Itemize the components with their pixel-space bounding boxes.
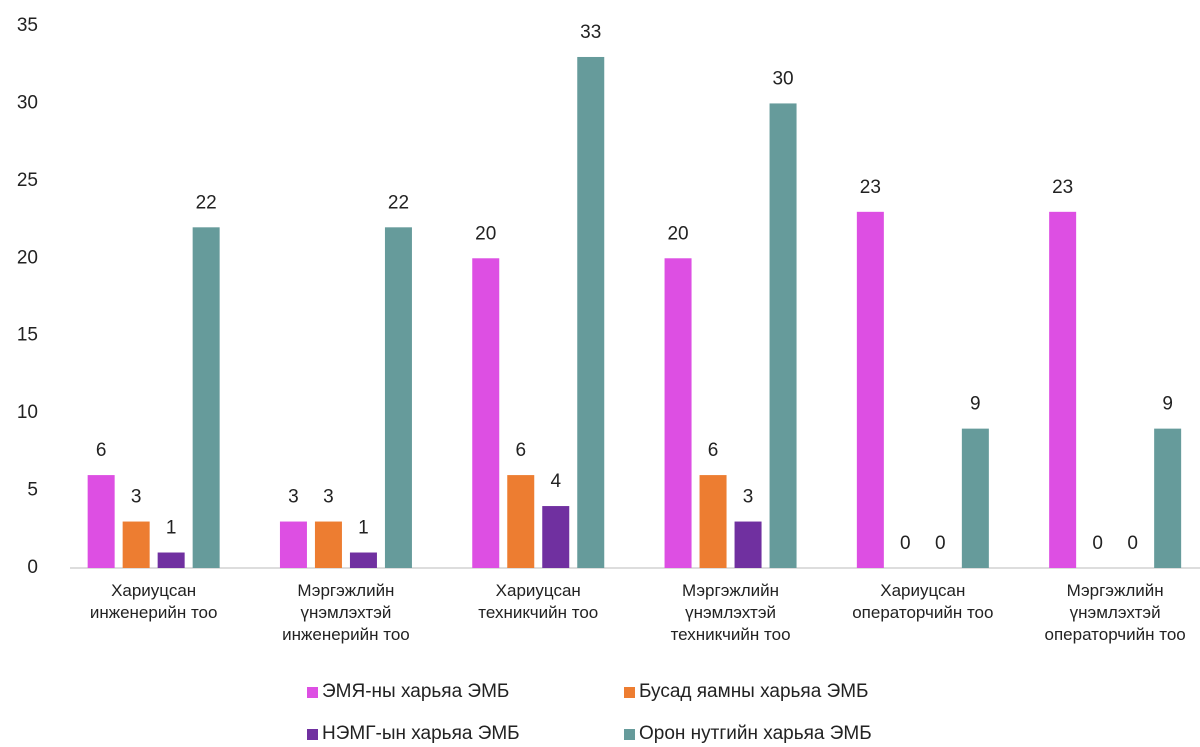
value-label: 3 xyxy=(743,487,754,508)
bar xyxy=(856,211,884,569)
legend-swatch xyxy=(307,686,318,698)
legend-item: Бусад яамны харьяа ЭМБ xyxy=(624,681,869,703)
bar xyxy=(472,258,500,568)
bar xyxy=(122,521,150,568)
y-tick-label: 25 xyxy=(17,170,38,191)
bar xyxy=(699,475,727,568)
value-label: 1 xyxy=(166,518,177,539)
legend-label: Орон нутгийн харьяа ЭМБ xyxy=(639,723,872,744)
legend-swatch xyxy=(624,686,635,698)
bar xyxy=(769,103,797,568)
x-tick-label: Мэргэжлийн үнэмлэхтэй операторчийн тоо xyxy=(1044,581,1186,644)
bar xyxy=(279,521,307,568)
legend-label: Бусад яамны харьяа ЭМБ xyxy=(639,681,869,702)
y-tick-label: 30 xyxy=(17,92,38,113)
value-label: 30 xyxy=(772,68,793,89)
value-label: 20 xyxy=(475,223,496,244)
value-label: 33 xyxy=(580,22,601,43)
y-tick-label: 15 xyxy=(17,325,38,346)
y-tick-label: 35 xyxy=(17,15,38,36)
value-label: 22 xyxy=(196,192,217,213)
bar xyxy=(157,552,185,568)
value-label: 0 xyxy=(935,533,946,554)
legend-label: НЭМГ-ын харьяа ЭМБ xyxy=(322,723,520,744)
value-label: 0 xyxy=(1127,533,1138,554)
legend-item: НЭМГ-ын харьяа ЭМБ xyxy=(307,723,520,745)
value-label: 6 xyxy=(515,440,526,461)
value-label: 3 xyxy=(288,487,299,508)
legend-swatch xyxy=(307,728,318,740)
bar xyxy=(314,521,342,568)
bar xyxy=(507,475,535,568)
y-tick-label: 5 xyxy=(27,480,38,501)
y-tick-label: 20 xyxy=(17,247,38,268)
x-tick-label: Хариуцсан инженерийн тоо xyxy=(89,581,218,622)
value-label: 20 xyxy=(667,223,688,244)
value-label: 3 xyxy=(131,487,142,508)
x-tick-label: Мэргэжлийн үнэмлэхтэй техникчийн тоо xyxy=(670,581,791,644)
bar xyxy=(192,227,220,569)
legend-label: ЭМЯ-ны харьяа ЭМБ xyxy=(322,681,510,702)
value-label: 22 xyxy=(388,192,409,213)
x-tick-label: Мэргэжлийн үнэмлэхтэй инженерийн тоо xyxy=(282,581,410,644)
value-label: 9 xyxy=(970,394,981,415)
bar xyxy=(734,521,762,568)
y-tick-label: 10 xyxy=(17,402,38,423)
bar xyxy=(664,258,692,568)
value-label: 0 xyxy=(1092,533,1103,554)
bar xyxy=(1154,428,1182,568)
bar xyxy=(542,506,570,568)
bar xyxy=(577,56,605,568)
value-label: 4 xyxy=(550,471,561,492)
value-label: 9 xyxy=(1162,394,1173,415)
value-label: 23 xyxy=(1052,177,1073,198)
value-label: 3 xyxy=(323,487,334,508)
legend-item: ЭМЯ-ны харьяа ЭМБ xyxy=(307,681,509,703)
y-tick-label: 0 xyxy=(27,557,38,578)
value-label: 6 xyxy=(708,440,719,461)
legend-item: Орон нутгийн харьяа ЭМБ xyxy=(624,723,872,745)
value-label: 23 xyxy=(860,177,881,198)
value-label: 0 xyxy=(900,533,911,554)
value-label: 6 xyxy=(96,440,107,461)
x-tick-label: Хариуцсан операторчийн тоо xyxy=(852,581,994,622)
bar xyxy=(87,475,115,568)
bar xyxy=(349,552,377,568)
legend-swatch xyxy=(624,728,635,740)
bar xyxy=(961,428,989,568)
bar xyxy=(1049,211,1077,569)
bar xyxy=(384,227,412,569)
value-label: 1 xyxy=(358,518,369,539)
x-tick-label: Хариуцсан техникчийн тоо xyxy=(478,581,599,622)
